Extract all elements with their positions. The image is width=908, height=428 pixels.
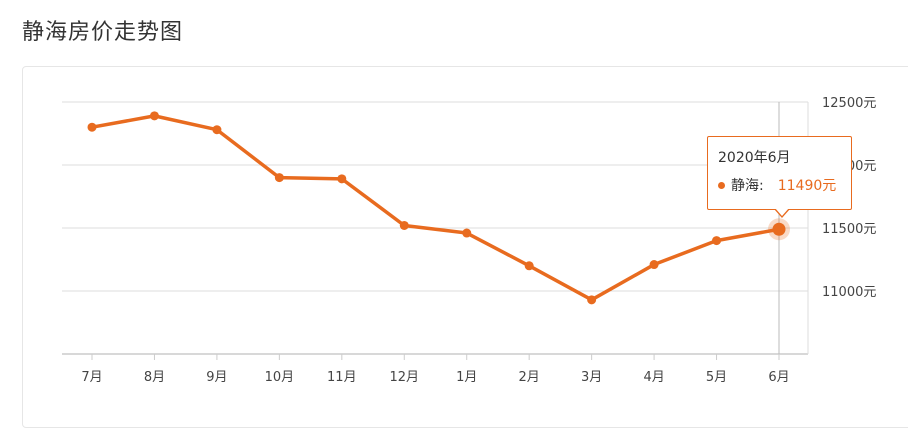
x-tick-label: 7月 xyxy=(81,370,102,385)
chart-tooltip: 2020年6月 静海: 11490元 xyxy=(707,136,852,218)
page-title: 静海房价走势图 xyxy=(22,20,184,45)
x-tick-label: 9月 xyxy=(206,370,227,385)
tooltip-arrow-inner xyxy=(775,208,789,216)
x-tick-label: 8月 xyxy=(144,370,165,385)
data-point xyxy=(524,261,534,271)
data-point xyxy=(712,236,722,246)
data-point xyxy=(274,173,284,183)
series-line xyxy=(91,114,780,302)
x-tick-label: 12月 xyxy=(389,370,419,385)
data-point xyxy=(649,260,659,270)
data-point xyxy=(587,295,597,305)
data-point xyxy=(337,174,347,184)
data-point xyxy=(462,228,472,238)
x-tick-label: 1月 xyxy=(456,370,477,385)
data-point xyxy=(772,222,786,236)
data-point xyxy=(212,125,222,135)
tooltip-row: 静海: 11490元 xyxy=(718,175,841,195)
y-tick-label: 11500元 xyxy=(822,222,876,237)
x-tick-label: 3月 xyxy=(581,370,602,385)
series-dot-icon xyxy=(718,181,725,189)
x-tick-label: 6月 xyxy=(768,370,789,385)
data-point xyxy=(399,220,409,230)
x-tick-label: 2月 xyxy=(519,370,540,385)
chart-panel xyxy=(22,66,908,428)
data-point xyxy=(87,122,97,132)
tooltip-value: 11490元 xyxy=(777,178,837,194)
tooltip-date: 2020年6月 xyxy=(718,150,791,166)
data-point xyxy=(149,111,159,121)
x-tick-label: 11月 xyxy=(327,370,357,385)
x-tick-label: 4月 xyxy=(643,370,664,385)
x-tick-label: 10月 xyxy=(265,370,295,385)
tooltip-series-name: 静海: xyxy=(731,178,764,194)
y-tick-label: 12500元 xyxy=(822,96,876,111)
x-tick-label: 5月 xyxy=(706,370,727,385)
y-tick-label: 11000元 xyxy=(822,285,876,300)
